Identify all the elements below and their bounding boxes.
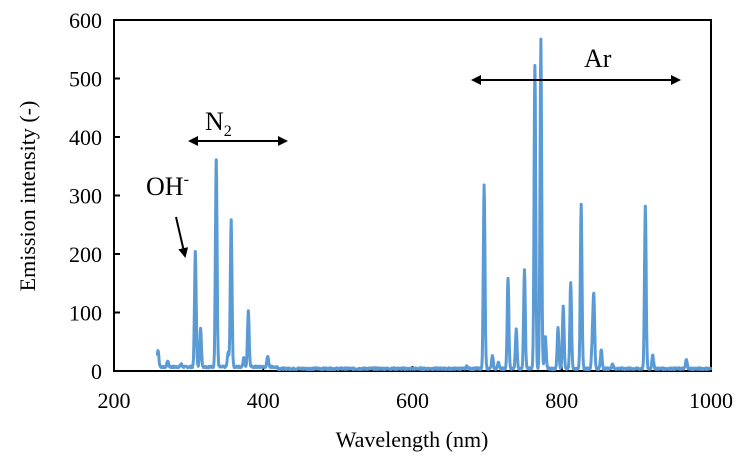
spectrum-peak <box>226 353 230 357</box>
x-tick-label: 800 <box>545 388 578 413</box>
y-tick-label: 600 <box>69 8 102 33</box>
spectrum-peak <box>579 202 583 206</box>
y-axis-tick-labels: 0 100 200 300 400 500 600 <box>69 8 102 384</box>
x-tick-label: 600 <box>396 388 429 413</box>
spectrum-peak <box>214 160 218 164</box>
y-tick-label: 200 <box>69 242 102 267</box>
n2-annotation: N2 <box>188 107 288 146</box>
spectrum-peak <box>482 183 486 187</box>
spectrum-peak <box>242 357 246 361</box>
spectrum-peak <box>506 277 510 281</box>
spectrum-peak <box>590 341 594 345</box>
spectrum-peak <box>490 354 494 358</box>
ar-label: Ar <box>584 44 612 73</box>
spectrum-peak <box>496 360 500 364</box>
spectrum-peak <box>599 348 603 352</box>
y-tick-label: 500 <box>69 67 102 92</box>
spectrum-peak <box>266 356 270 360</box>
spectrum-peak <box>543 335 547 339</box>
y-tick-label: 100 <box>69 301 102 326</box>
svg-text:OH-: OH- <box>146 171 189 201</box>
spectrum-peak <box>651 353 655 357</box>
spectrum-line <box>155 37 713 371</box>
y-tick-label: 0 <box>91 359 102 384</box>
spectrum-peak <box>465 364 469 368</box>
spectrum-peak <box>684 358 688 362</box>
spectrum-peak <box>569 281 573 285</box>
spectrum-peak <box>166 361 170 365</box>
y-tick-label: 300 <box>69 184 102 209</box>
spectrum-peak <box>179 364 183 368</box>
oh-label: OH <box>146 172 184 201</box>
x-tick-label: 400 <box>247 388 280 413</box>
y-axis-title: Emission intensity (-) <box>15 101 40 292</box>
spectrum-peak <box>199 328 203 332</box>
n2-subscript: 2 <box>224 123 232 140</box>
spectrum-peak <box>514 327 518 331</box>
svg-text:N2: N2 <box>205 107 232 140</box>
x-tick-label: 1000 <box>689 388 733 413</box>
spectrum-peak <box>193 252 197 256</box>
x-axis-tick-labels: 200 400 600 800 1000 <box>98 388 734 413</box>
plot-frame <box>113 19 712 372</box>
spectrum-peak <box>156 350 160 354</box>
x-axis-title: Wavelength (nm) <box>336 427 489 452</box>
spectrum-peak <box>643 205 647 209</box>
ar-annotation: Ar <box>471 44 681 85</box>
spectrum-peak <box>533 64 537 68</box>
y-axis-ticks <box>114 19 120 372</box>
spectrum-peak <box>561 304 565 308</box>
peak-marks <box>156 37 688 368</box>
oh-annotation: OH- <box>146 171 189 258</box>
spectrum-peak <box>522 268 526 272</box>
x-tick-label: 200 <box>98 388 131 413</box>
spectrum-peak <box>229 220 233 224</box>
spectrum-peak <box>246 311 250 314</box>
spectrum-peak <box>592 296 596 300</box>
oh-arrow <box>175 216 189 258</box>
spectrum-peak <box>556 326 560 330</box>
spectrum-peak <box>539 37 543 41</box>
y-tick-label: 400 <box>69 125 102 150</box>
n2-label: N <box>205 107 224 136</box>
oh-superscript: - <box>184 171 189 188</box>
spectrum-peak <box>610 362 614 366</box>
